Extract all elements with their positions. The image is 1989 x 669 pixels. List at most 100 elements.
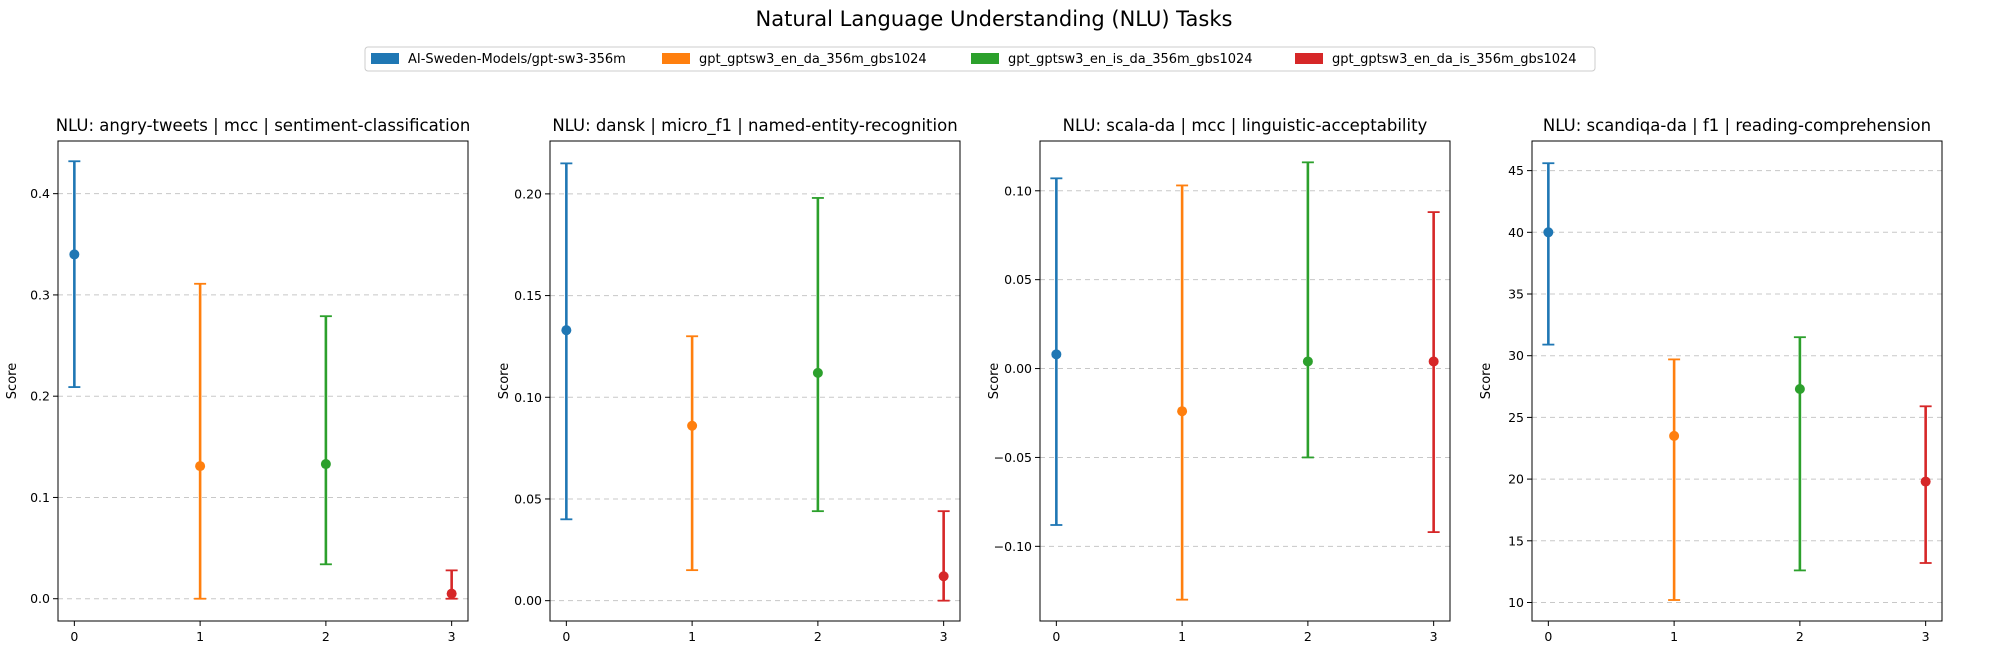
x-tick-label: 0 xyxy=(1052,629,1060,644)
y-axis-label: Score xyxy=(1479,363,1494,399)
x-tick-label: 1 xyxy=(1670,629,1678,644)
data-point xyxy=(1177,406,1188,417)
y-tick-label: 0.05 xyxy=(514,491,542,506)
legend-entry-2: gpt_gptsw3_en_da_356m_gbs1024 xyxy=(662,52,927,67)
x-tick-label: 0 xyxy=(70,629,78,644)
data-point xyxy=(320,459,331,470)
y-tick-label: 0.10 xyxy=(514,390,542,405)
panel-3: NLU: scala-da | mcc | linguistic-accepta… xyxy=(987,116,1451,644)
error-bar-2 xyxy=(811,197,824,513)
legend-entry-3: gpt_gptsw3_en_is_da_356m_gbs1024 xyxy=(971,52,1253,67)
error-bar-0 xyxy=(1050,177,1063,526)
y-tick-label: 45 xyxy=(1508,163,1524,178)
panel-1: NLU: angry-tweets | mcc | sentiment-clas… xyxy=(5,116,470,644)
data-point xyxy=(1920,476,1931,487)
y-tick-label: 20 xyxy=(1508,472,1524,487)
y-tick-label: 30 xyxy=(1508,348,1524,363)
y-tick-label: 10 xyxy=(1508,595,1524,610)
panels: NLU: angry-tweets | mcc | sentiment-clas… xyxy=(5,116,1943,644)
legend-label: gpt_gptsw3_en_da_356m_gbs1024 xyxy=(699,52,927,67)
axes-frame xyxy=(57,140,469,622)
error-bar-1 xyxy=(686,335,699,572)
panel-4: NLU: scandiqa-da | f1 | reading-comprehe… xyxy=(1479,116,1943,644)
legend-entry-4: gpt_gptsw3_en_da_is_356m_gbs1024 xyxy=(1295,52,1577,67)
error-bar-0 xyxy=(560,162,573,521)
data-point xyxy=(446,588,457,599)
panel-title: NLU: dansk | micro_f1 | named-entity-rec… xyxy=(552,116,957,136)
y-tick-label: 0.15 xyxy=(514,288,542,303)
x-tick-label: 2 xyxy=(1796,629,1804,644)
data-point xyxy=(687,420,698,431)
legend-label: gpt_gptsw3_en_da_is_356m_gbs1024 xyxy=(1332,52,1577,67)
data-point xyxy=(938,571,949,582)
data-point xyxy=(1543,227,1554,238)
y-axis-label: Score xyxy=(497,363,512,399)
error-bar-0 xyxy=(68,160,81,388)
y-axis-label: Score xyxy=(5,363,20,399)
x-tick-label: 0 xyxy=(1544,629,1552,644)
legend-entry-1: AI-Sweden-Models/gpt-sw3-356m xyxy=(371,52,626,67)
data-point xyxy=(1302,356,1313,367)
error-bar-3 xyxy=(445,569,458,600)
x-tick-label: 1 xyxy=(1178,629,1186,644)
legend-label: AI-Sweden-Models/gpt-sw3-356m xyxy=(408,52,626,67)
y-tick-label: 0.00 xyxy=(1004,361,1032,376)
legend: AI-Sweden-Models/gpt-sw3-356m gpt_gptsw3_… xyxy=(364,46,1596,72)
y-tick-label: 0.10 xyxy=(1004,183,1032,198)
axes-frame xyxy=(1531,140,1943,622)
y-tick-label: 25 xyxy=(1508,410,1524,425)
error-bar-1 xyxy=(1176,184,1189,601)
y-tick-label: 40 xyxy=(1508,225,1524,240)
axes-frame xyxy=(1039,140,1451,622)
legend-swatch xyxy=(1295,53,1323,64)
data-point xyxy=(812,367,823,378)
x-tick-label: 1 xyxy=(196,629,204,644)
error-bar-2 xyxy=(319,315,332,566)
y-tick-label: 0.05 xyxy=(1004,272,1032,287)
legend-swatch xyxy=(371,53,399,64)
data-point xyxy=(1428,356,1439,367)
data-point xyxy=(69,249,80,260)
y-tick-label: −0.10 xyxy=(994,539,1032,554)
figure-title: Natural Language Understanding (NLU) Tas… xyxy=(756,7,1233,31)
error-bar-1 xyxy=(194,282,207,600)
gridlines xyxy=(1532,170,1942,603)
legend-label: gpt_gptsw3_en_is_da_356m_gbs1024 xyxy=(1008,52,1253,67)
y-tick-label: −0.05 xyxy=(994,450,1032,465)
panel-2: NLU: dansk | micro_f1 | named-entity-rec… xyxy=(497,116,961,644)
data-point xyxy=(1051,349,1062,360)
error-bar-2 xyxy=(1301,161,1314,459)
panel-title: NLU: scala-da | mcc | linguistic-accepta… xyxy=(1063,116,1428,135)
gridlines xyxy=(1040,190,1450,547)
data-point xyxy=(1794,384,1805,395)
panel-title: NLU: scandiqa-da | f1 | reading-comprehe… xyxy=(1543,116,1931,135)
y-tick-label: 0.2 xyxy=(30,389,50,404)
x-tick-label: 2 xyxy=(814,629,822,644)
error-bar-3 xyxy=(1919,405,1932,564)
data-point xyxy=(1669,430,1680,441)
gridlines xyxy=(58,193,468,600)
y-tick-label: 0.1 xyxy=(30,490,50,505)
y-tick-label: 0.4 xyxy=(30,186,50,201)
y-axis-label: Score xyxy=(987,363,1002,399)
data-point xyxy=(561,325,572,336)
x-tick-label: 0 xyxy=(562,629,570,644)
y-tick-label: 0.0 xyxy=(30,591,50,606)
y-tick-label: 0.00 xyxy=(514,593,542,608)
y-tick-label: 15 xyxy=(1508,533,1524,548)
error-bar-3 xyxy=(1427,211,1440,534)
x-tick-label: 1 xyxy=(688,629,696,644)
x-tick-label: 3 xyxy=(1430,629,1438,644)
error-bar-1 xyxy=(1668,358,1681,601)
x-tick-label: 2 xyxy=(1304,629,1312,644)
error-bar-2 xyxy=(1793,336,1806,572)
error-bar-0 xyxy=(1542,162,1555,346)
x-tick-label: 3 xyxy=(448,629,456,644)
error-bar-3 xyxy=(937,510,950,602)
x-tick-label: 2 xyxy=(322,629,330,644)
legend-swatch xyxy=(662,53,690,64)
x-tick-label: 3 xyxy=(1922,629,1930,644)
x-tick-label: 3 xyxy=(940,629,948,644)
gridlines xyxy=(550,193,960,602)
